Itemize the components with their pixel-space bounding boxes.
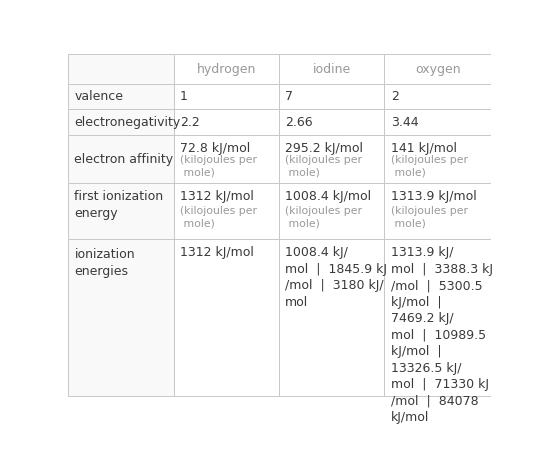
Text: 141 kJ/mol: 141 kJ/mol <box>390 142 456 155</box>
Bar <box>68 183 174 238</box>
Bar <box>68 109 174 135</box>
Text: 2.2: 2.2 <box>180 116 200 129</box>
Text: 295.2 kJ/mol: 295.2 kJ/mol <box>285 142 363 155</box>
Text: 3.44: 3.44 <box>390 116 418 129</box>
Text: 1312 kJ/mol: 1312 kJ/mol <box>180 246 254 259</box>
Bar <box>384 135 491 183</box>
Bar <box>279 84 384 109</box>
Bar <box>174 183 279 238</box>
Bar <box>174 238 279 396</box>
Text: (kilojoules per
 mole): (kilojoules per mole) <box>180 155 257 178</box>
Bar <box>279 109 384 135</box>
Text: (kilojoules per
 mole): (kilojoules per mole) <box>390 206 468 229</box>
Text: 72.8 kJ/mol: 72.8 kJ/mol <box>180 142 250 155</box>
Bar <box>384 238 491 396</box>
Bar <box>384 84 491 109</box>
Bar <box>174 84 279 109</box>
Bar <box>279 183 384 238</box>
Bar <box>68 84 174 109</box>
Text: 7: 7 <box>285 90 293 103</box>
Text: iodine: iodine <box>313 63 351 76</box>
Text: 1313.9 kJ/
mol  |  3388.3 kJ
/mol  |  5300.5
kJ/mol  |
7469.2 kJ/
mol  |  10989.: 1313.9 kJ/ mol | 3388.3 kJ /mol | 5300.5… <box>390 246 492 424</box>
Bar <box>68 135 174 183</box>
Text: 2: 2 <box>390 90 399 103</box>
Bar <box>279 54 384 84</box>
Text: 1: 1 <box>180 90 188 103</box>
Text: oxygen: oxygen <box>415 63 461 76</box>
Text: (kilojoules per
 mole): (kilojoules per mole) <box>390 155 468 178</box>
Text: (kilojoules per
 mole): (kilojoules per mole) <box>180 206 257 229</box>
Text: 1008.4 kJ/mol: 1008.4 kJ/mol <box>285 190 371 203</box>
Text: 2.66: 2.66 <box>285 116 313 129</box>
Bar <box>384 109 491 135</box>
Bar <box>68 238 174 396</box>
Text: electronegativity: electronegativity <box>74 116 181 129</box>
Bar <box>279 135 384 183</box>
Text: electron affinity: electron affinity <box>74 153 174 166</box>
Bar <box>174 109 279 135</box>
Bar <box>279 238 384 396</box>
Bar <box>174 54 279 84</box>
Text: (kilojoules per
 mole): (kilojoules per mole) <box>285 206 362 229</box>
Bar <box>174 135 279 183</box>
Text: 1313.9 kJ/mol: 1313.9 kJ/mol <box>390 190 477 203</box>
Text: hydrogen: hydrogen <box>197 63 256 76</box>
Bar <box>384 54 491 84</box>
Text: 1008.4 kJ/
mol  |  1845.9 kJ
/mol  |  3180 kJ/
mol: 1008.4 kJ/ mol | 1845.9 kJ /mol | 3180 k… <box>285 246 387 309</box>
Text: (kilojoules per
 mole): (kilojoules per mole) <box>285 155 362 178</box>
Bar <box>68 54 174 84</box>
Text: 1312 kJ/mol: 1312 kJ/mol <box>180 190 254 203</box>
Text: valence: valence <box>74 90 123 103</box>
Bar <box>384 183 491 238</box>
Text: ionization
energies: ionization energies <box>74 248 135 278</box>
Text: first ionization
energy: first ionization energy <box>74 190 164 220</box>
